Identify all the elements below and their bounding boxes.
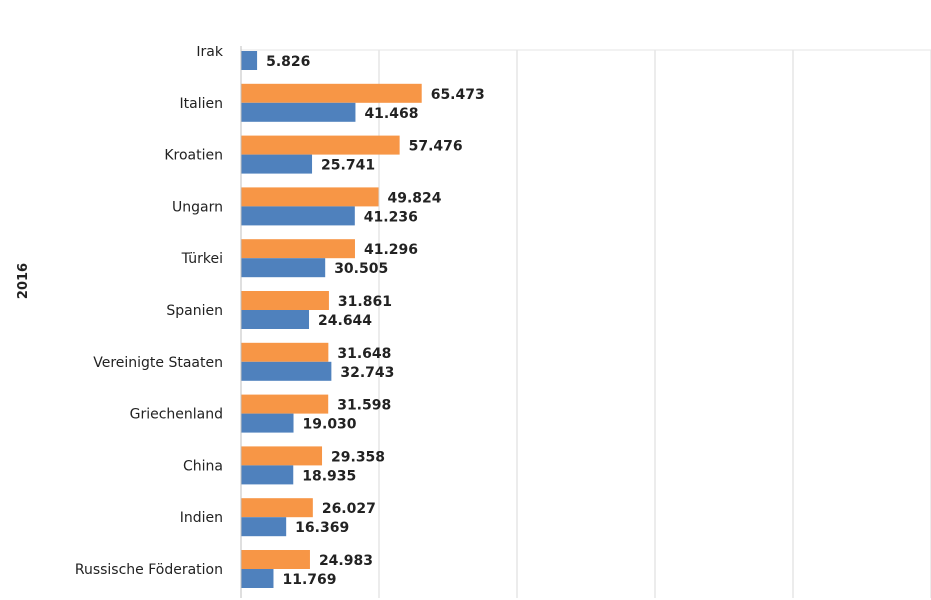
bar-blue [241, 310, 310, 329]
bar-orange [241, 498, 313, 518]
value-label: 31.861 [338, 294, 392, 310]
bar-blue [241, 258, 326, 278]
bar-blue [241, 413, 294, 433]
gridlines [241, 49, 931, 598]
category-label: Türkei [181, 251, 223, 267]
value-label: 18.935 [302, 468, 356, 484]
value-label: 41.468 [364, 106, 418, 122]
bar-blue [241, 51, 258, 70]
bar-orange [241, 394, 329, 414]
category-label: Russische Föderation [75, 562, 223, 578]
value-label: 29.358 [331, 449, 385, 465]
category-label: Ungarn [172, 199, 223, 215]
value-label: 16.369 [295, 520, 349, 536]
bar-orange [241, 550, 310, 569]
value-label: 41.296 [364, 242, 418, 258]
value-label: 26.027 [322, 501, 376, 517]
bar-orange [241, 342, 329, 362]
category-label: Indien [180, 510, 223, 526]
top-crop [0, 0, 931, 46]
bar-orange [241, 83, 422, 103]
value-label: 24.983 [319, 553, 373, 569]
bar-orange [241, 239, 355, 259]
bar-orange [241, 187, 379, 207]
category-label: Spanien [166, 303, 223, 319]
bar-orange [241, 291, 329, 310]
bar-orange [241, 135, 400, 155]
value-label: 31.598 [337, 398, 391, 414]
category-label: Vereinigte Staaten [93, 355, 223, 371]
value-label: 24.644 [318, 313, 372, 329]
bars [241, 51, 422, 588]
value-label: 30.505 [334, 261, 388, 277]
category-label: Griechenland [130, 407, 223, 423]
bar-blue [241, 361, 332, 381]
bar-blue [241, 102, 356, 122]
bar-orange [241, 446, 323, 466]
bar-blue [241, 517, 287, 537]
value-label: 25.741 [321, 158, 375, 174]
category-label: Irak [196, 44, 223, 60]
value-label: 31.648 [337, 346, 391, 362]
category-label: Italien [180, 96, 223, 112]
value-label: 19.030 [303, 417, 357, 433]
category-labels: Irak Italien Kroatien Ungarn Türkei Spanien Ve… [75, 44, 224, 578]
value-labels: 5.826 65.473 41.468 57.476 25.741 49.824 41.23… [266, 54, 485, 588]
bar-blue [241, 569, 274, 588]
group-label: 2016 [16, 263, 31, 299]
value-label: 57.476 [409, 139, 463, 155]
value-label: 5.826 [266, 54, 310, 70]
bar-blue [241, 465, 294, 485]
category-label: China [183, 458, 223, 474]
value-label: 65.473 [431, 87, 485, 103]
bar-blue [241, 206, 355, 226]
value-label: 11.769 [282, 572, 336, 588]
value-label: 32.743 [340, 365, 394, 381]
value-label: 41.236 [364, 209, 418, 225]
bar-blue [241, 154, 313, 174]
value-label: 49.824 [388, 190, 442, 206]
category-label: Kroatien [164, 148, 223, 164]
